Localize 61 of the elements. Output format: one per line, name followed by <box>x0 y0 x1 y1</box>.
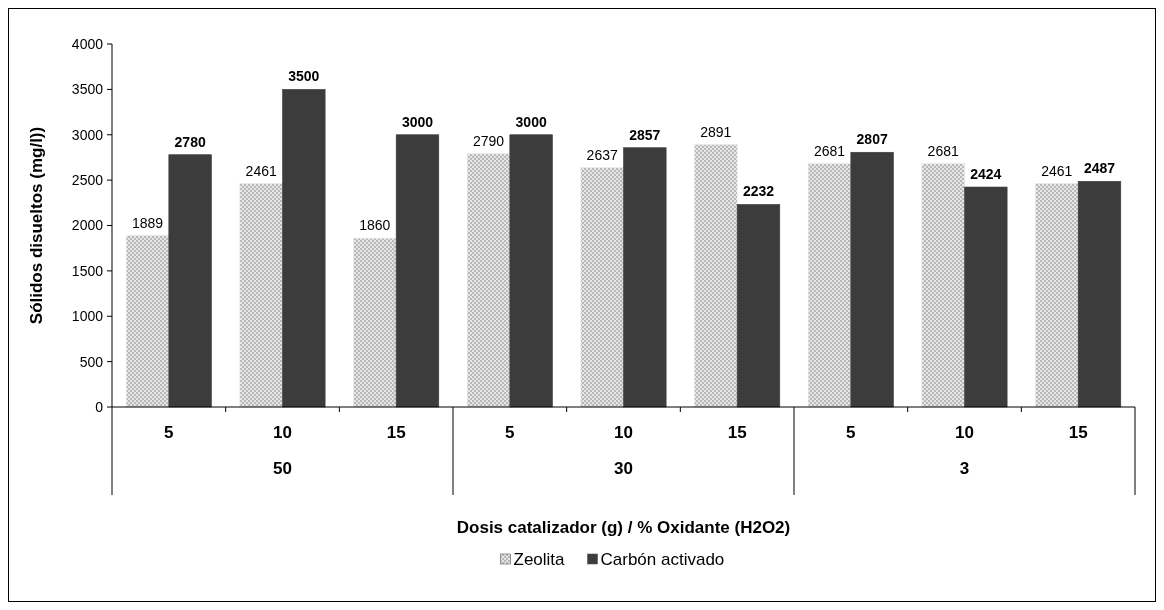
y-tick-label: 1000 <box>71 308 104 325</box>
bar <box>850 151 894 408</box>
text: 3 <box>959 459 970 478</box>
y-tick-label: 4000 <box>71 35 104 52</box>
data-label: 3500 <box>288 68 320 85</box>
data-label: 1889 <box>131 214 164 231</box>
bar <box>282 89 326 408</box>
data-label: 2637 <box>586 146 618 163</box>
text: 30 <box>614 459 633 478</box>
bar <box>623 147 667 408</box>
text: 50 <box>273 459 292 478</box>
y-axis-title: Sólidos disueltos (mg/l)) <box>27 126 46 325</box>
data-label: 2790 <box>472 132 505 149</box>
data-label: 2891 <box>700 123 732 140</box>
bar <box>1035 183 1079 408</box>
y-tick-label: 3000 <box>71 126 104 143</box>
bar <box>395 134 440 408</box>
data-label: 2857 <box>629 126 661 143</box>
x-axis-title: Dosis catalizador (g) / % Oxidante (H2O2) <box>456 518 791 537</box>
bar <box>807 163 852 408</box>
bar <box>964 186 1008 408</box>
y-tick-label: 500 <box>79 353 104 370</box>
data-label: 2807 <box>856 131 888 148</box>
bar <box>125 235 170 408</box>
legend-label: Carbón activado <box>600 549 725 569</box>
y-tick-label: 2000 <box>71 217 104 234</box>
y-tick-label: 3500 <box>71 81 104 98</box>
data-label: 2780 <box>174 133 206 150</box>
data-label: 1860 <box>359 217 391 234</box>
bar <box>580 167 624 408</box>
legend-label: Zeolita <box>513 549 566 569</box>
data-label: 2461 <box>245 162 277 179</box>
bar <box>168 154 212 408</box>
y-tick-label: 1500 <box>71 262 104 279</box>
x-tick-label: 10 <box>955 423 974 442</box>
y-tick-label: 0 <box>95 398 104 415</box>
data-label: 3000 <box>401 113 434 130</box>
x-tick-label: 5 <box>164 423 174 442</box>
x-tick-label: 10 <box>614 423 633 442</box>
x-tick-label: 15 <box>1068 423 1088 442</box>
data-label: 2487 <box>1083 160 1116 177</box>
bar <box>509 134 553 408</box>
data-label: 2232 <box>742 183 775 200</box>
x-tick-label: 15 <box>727 423 747 442</box>
bar <box>736 204 781 408</box>
bar <box>353 237 397 408</box>
bar <box>921 163 965 408</box>
bar <box>1077 181 1122 408</box>
y-tick-label: 2500 <box>71 172 104 189</box>
bar <box>466 153 511 408</box>
x-tick-label: 15 <box>386 423 406 442</box>
data-label: 2681 <box>927 142 959 159</box>
data-label: 3000 <box>515 113 547 130</box>
bar <box>694 144 738 408</box>
x-tick-label: 5 <box>846 423 856 442</box>
bar <box>239 183 283 408</box>
x-tick-label: 5 <box>505 423 515 442</box>
data-label: 2681 <box>813 142 846 159</box>
data-label: 2424 <box>970 166 1002 183</box>
data-label: 2461 <box>1041 162 1073 179</box>
x-tick-label: 10 <box>273 423 292 442</box>
